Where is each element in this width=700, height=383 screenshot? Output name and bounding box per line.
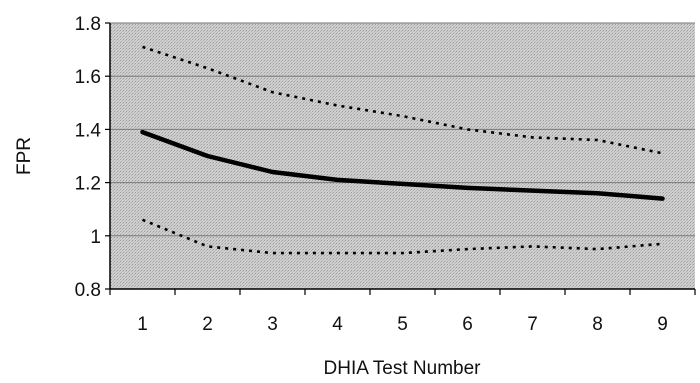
- grid-lines: [110, 22, 695, 237]
- x-tick-label: 1: [137, 314, 148, 335]
- y-axis-title: FPR: [14, 137, 35, 175]
- series-layer: [140, 45, 665, 255]
- y-tick-label: 1.4: [75, 120, 102, 141]
- x-tick-label: 7: [527, 314, 538, 335]
- x-tick-labels: 1 2 3 4 5 6 7 8 9: [137, 314, 668, 335]
- x-tick-label: 9: [657, 314, 668, 335]
- axes: [105, 22, 696, 295]
- y-tick-label: 0.8: [75, 280, 101, 301]
- y-tick-label: 1.2: [75, 174, 101, 195]
- series-line-main: [140, 129, 665, 201]
- y-tick-label: 1: [90, 227, 101, 248]
- x-tick-label: 2: [202, 314, 213, 335]
- series-line-bound: [142, 218, 663, 255]
- x-tick-label: 5: [397, 314, 408, 335]
- x-axis-title: DHIA Test Number: [324, 358, 482, 379]
- y-tick-labels: 0.8 1 1.2 1.4 1.6 1.8: [75, 14, 102, 301]
- y-tick-label: 1.6: [75, 67, 101, 88]
- x-tick-label: 4: [332, 314, 343, 335]
- x-tick-label: 6: [462, 314, 473, 335]
- plot-area: [110, 23, 695, 289]
- y-tick-label: 1.8: [75, 14, 101, 35]
- x-tick-label: 3: [267, 314, 278, 335]
- x-tick-label: 8: [592, 314, 603, 335]
